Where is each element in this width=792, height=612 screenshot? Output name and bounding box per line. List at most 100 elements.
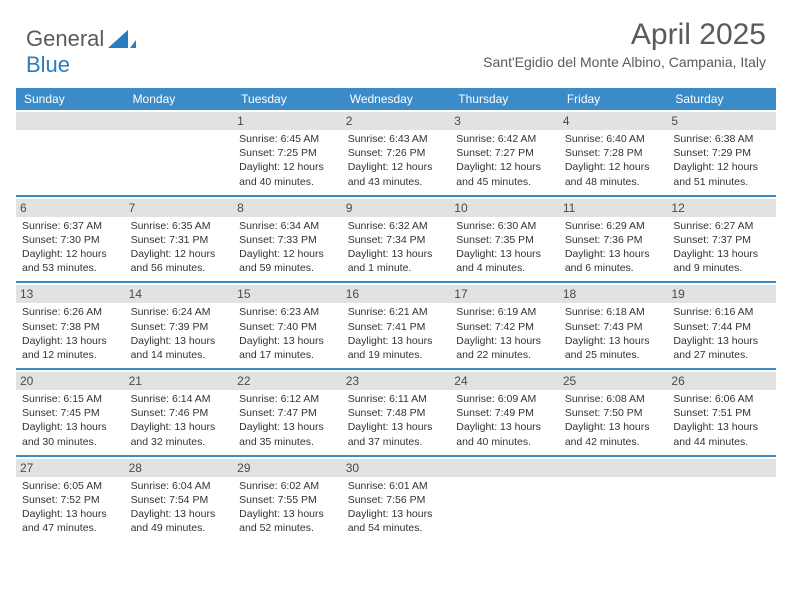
day-info: Sunrise: 6:45 AMSunset: 7:25 PMDaylight:… xyxy=(239,132,336,189)
weekday-header: Saturday xyxy=(667,88,776,110)
day-cell: 8Sunrise: 6:34 AMSunset: 7:33 PMDaylight… xyxy=(233,197,342,282)
day-info: Sunrise: 6:11 AMSunset: 7:48 PMDaylight:… xyxy=(348,392,445,449)
day-number: 10 xyxy=(450,199,559,217)
day-number: 20 xyxy=(16,372,125,390)
empty-day-cell xyxy=(450,457,559,542)
day-info: Sunrise: 6:32 AMSunset: 7:34 PMDaylight:… xyxy=(348,219,445,276)
day-info: Sunrise: 6:02 AMSunset: 7:55 PMDaylight:… xyxy=(239,479,336,536)
day-cell: 3Sunrise: 6:42 AMSunset: 7:27 PMDaylight… xyxy=(450,110,559,195)
day-cell: 12 Sunrise: 6:27 AMSunset: 7:37 PMDayligh… xyxy=(667,197,776,282)
day-number: 8 xyxy=(233,199,342,217)
day-cell: 17 Sunrise: 6:19 AMSunset: 7:42 PMDayligh… xyxy=(450,283,559,368)
day-info: Sunrise: 6:29 AMSunset: 7:36 PMDaylight:… xyxy=(565,219,662,276)
day-cell: 9 Sunrise: 6:32 AMSunset: 7:34 PMDaylight… xyxy=(342,197,451,282)
weekday-header: Wednesday xyxy=(342,88,451,110)
day-info: Sunrise: 6:04 AMSunset: 7:54 PMDaylight:… xyxy=(131,479,228,536)
day-info: Sunrise: 6:24 AMSunset: 7:39 PMDaylight:… xyxy=(131,305,228,362)
title-block: April 2025 Sant'Egidio del Monte Albino,… xyxy=(483,18,766,70)
day-info: Sunrise: 6:37 AMSunset: 7:30 PMDaylight:… xyxy=(22,219,119,276)
day-info: Sunrise: 6:19 AMSunset: 7:42 PMDaylight:… xyxy=(456,305,553,362)
day-number: 9 xyxy=(342,199,451,217)
empty-day-cell xyxy=(559,457,668,542)
day-number: 2 xyxy=(342,112,451,130)
day-cell: 24Sunrise: 6:09 AMSunset: 7:49 PMDayligh… xyxy=(450,370,559,455)
day-number: 22 xyxy=(233,372,342,390)
day-number: 16 xyxy=(342,285,451,303)
day-cell: 14 Sunrise: 6:24 AMSunset: 7:39 PMDayligh… xyxy=(125,283,234,368)
weekday-header-row: SundayMondayTuesdayWednesdayThursdayFrid… xyxy=(16,88,776,110)
day-number: 17 xyxy=(450,285,559,303)
day-info: Sunrise: 6:21 AMSunset: 7:41 PMDaylight:… xyxy=(348,305,445,362)
day-info: Sunrise: 6:43 AMSunset: 7:26 PMDaylight:… xyxy=(348,132,445,189)
logo-mark-icon xyxy=(108,30,136,52)
day-number: 5 xyxy=(667,112,776,130)
day-cell: 30 Sunrise: 6:01 AMSunset: 7:56 PMDayligh… xyxy=(342,457,451,542)
location-subtitle: Sant'Egidio del Monte Albino, Campania, … xyxy=(483,54,766,70)
day-number: 27 xyxy=(16,459,125,477)
day-info: Sunrise: 6:09 AMSunset: 7:49 PMDaylight:… xyxy=(456,392,553,449)
day-cell: 27 Sunrise: 6:05 AMSunset: 7:52 PMDayligh… xyxy=(16,457,125,542)
day-info: Sunrise: 6:26 AMSunset: 7:38 PMDaylight:… xyxy=(22,305,119,362)
day-cell: 25 Sunrise: 6:08 AMSunset: 7:50 PMDayligh… xyxy=(559,370,668,455)
day-info: Sunrise: 6:23 AMSunset: 7:40 PMDaylight:… xyxy=(239,305,336,362)
day-cell: 7 Sunrise: 6:35 AMSunset: 7:31 PMDaylight… xyxy=(125,197,234,282)
day-cell: 1Sunrise: 6:45 AMSunset: 7:25 PMDaylight… xyxy=(233,110,342,195)
day-info: Sunrise: 6:35 AMSunset: 7:31 PMDaylight:… xyxy=(131,219,228,276)
day-number: 30 xyxy=(342,459,451,477)
day-info: Sunrise: 6:42 AMSunset: 7:27 PMDaylight:… xyxy=(456,132,553,189)
empty-day-cell xyxy=(125,110,234,195)
day-number: 26 xyxy=(667,372,776,390)
day-info: Sunrise: 6:30 AMSunset: 7:35 PMDaylight:… xyxy=(456,219,553,276)
day-number: 29 xyxy=(233,459,342,477)
weekday-header: Sunday xyxy=(16,88,125,110)
empty-day-cell xyxy=(16,110,125,195)
day-info: Sunrise: 6:05 AMSunset: 7:52 PMDaylight:… xyxy=(22,479,119,536)
day-info: Sunrise: 6:06 AMSunset: 7:51 PMDaylight:… xyxy=(673,392,770,449)
day-info: Sunrise: 6:38 AMSunset: 7:29 PMDaylight:… xyxy=(673,132,770,189)
page-title: April 2025 xyxy=(483,18,766,52)
day-number: 23 xyxy=(342,372,451,390)
day-cell: 10 Sunrise: 6:30 AMSunset: 7:35 PMDayligh… xyxy=(450,197,559,282)
day-number: 14 xyxy=(125,285,234,303)
day-number: 18 xyxy=(559,285,668,303)
day-number: 13 xyxy=(16,285,125,303)
day-number: 19 xyxy=(667,285,776,303)
calendar: SundayMondayTuesdayWednesdayThursdayFrid… xyxy=(16,88,776,541)
logo-text-general: General xyxy=(26,26,104,51)
day-cell: 13 Sunrise: 6:26 AMSunset: 7:38 PMDayligh… xyxy=(16,283,125,368)
logo-text-blue: Blue xyxy=(26,52,70,77)
day-number: 21 xyxy=(125,372,234,390)
day-cell: 11Sunrise: 6:29 AMSunset: 7:36 PMDayligh… xyxy=(559,197,668,282)
day-cell: 5 Sunrise: 6:38 AMSunset: 7:29 PMDaylight… xyxy=(667,110,776,195)
day-cell: 20 Sunrise: 6:15 AMSunset: 7:45 PMDayligh… xyxy=(16,370,125,455)
day-cell: 21 Sunrise: 6:14 AMSunset: 7:46 PMDayligh… xyxy=(125,370,234,455)
day-cell: 4Sunrise: 6:40 AMSunset: 7:28 PMDaylight… xyxy=(559,110,668,195)
day-number: 4 xyxy=(559,112,668,130)
day-number: 12 xyxy=(667,199,776,217)
day-number: 15 xyxy=(233,285,342,303)
day-number: 28 xyxy=(125,459,234,477)
day-cell: 29 Sunrise: 6:02 AMSunset: 7:55 PMDayligh… xyxy=(233,457,342,542)
calendar-grid: 1Sunrise: 6:45 AMSunset: 7:25 PMDaylight… xyxy=(16,110,776,541)
day-number: 6 xyxy=(16,199,125,217)
day-number: 7 xyxy=(125,199,234,217)
weekday-header: Tuesday xyxy=(233,88,342,110)
day-info: Sunrise: 6:16 AMSunset: 7:44 PMDaylight:… xyxy=(673,305,770,362)
day-cell: 28 Sunrise: 6:04 AMSunset: 7:54 PMDayligh… xyxy=(125,457,234,542)
day-info: Sunrise: 6:18 AMSunset: 7:43 PMDaylight:… xyxy=(565,305,662,362)
day-cell: 26 Sunrise: 6:06 AMSunset: 7:51 PMDayligh… xyxy=(667,370,776,455)
day-cell: 18 Sunrise: 6:18 AMSunset: 7:43 PMDayligh… xyxy=(559,283,668,368)
weekday-header: Friday xyxy=(559,88,668,110)
day-cell: 19 Sunrise: 6:16 AMSunset: 7:44 PMDayligh… xyxy=(667,283,776,368)
day-info: Sunrise: 6:15 AMSunset: 7:45 PMDaylight:… xyxy=(22,392,119,449)
header: General Blue April 2025 Sant'Egidio del … xyxy=(0,0,792,82)
day-number: 25 xyxy=(559,372,668,390)
day-info: Sunrise: 6:08 AMSunset: 7:50 PMDaylight:… xyxy=(565,392,662,449)
day-cell: 6 Sunrise: 6:37 AMSunset: 7:30 PMDaylight… xyxy=(16,197,125,282)
day-info: Sunrise: 6:27 AMSunset: 7:37 PMDaylight:… xyxy=(673,219,770,276)
day-info: Sunrise: 6:14 AMSunset: 7:46 PMDaylight:… xyxy=(131,392,228,449)
day-cell: 23 Sunrise: 6:11 AMSunset: 7:48 PMDayligh… xyxy=(342,370,451,455)
day-cell: 15 Sunrise: 6:23 AMSunset: 7:40 PMDayligh… xyxy=(233,283,342,368)
day-info: Sunrise: 6:01 AMSunset: 7:56 PMDaylight:… xyxy=(348,479,445,536)
day-cell: 16 Sunrise: 6:21 AMSunset: 7:41 PMDayligh… xyxy=(342,283,451,368)
